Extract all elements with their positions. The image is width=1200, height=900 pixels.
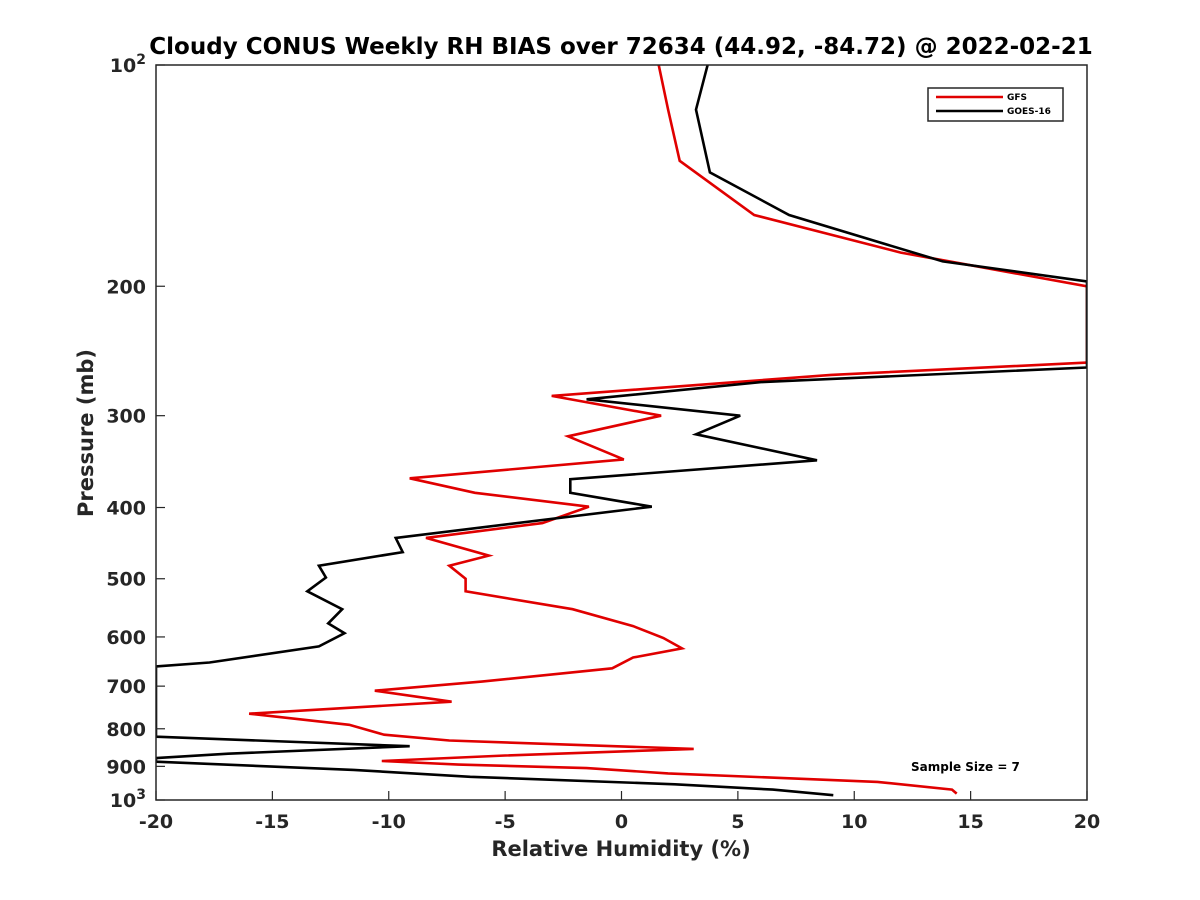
x-tick-label: 10 — [841, 811, 867, 833]
y-tick-label: 102 — [110, 52, 146, 77]
x-tick-label: 20 — [1074, 811, 1100, 833]
y-tick-label: 900 — [106, 756, 146, 778]
chart-title: Cloudy CONUS Weekly RH BIAS over 72634 (… — [149, 34, 1092, 60]
series-layer — [156, 65, 1087, 797]
x-tick-label: -20 — [139, 811, 173, 833]
x-axis-label: Relative Humidity (%) — [491, 837, 750, 861]
x-tick-label: 0 — [615, 811, 628, 833]
y-tick-label: 700 — [106, 676, 146, 698]
sample-size-annotation: Sample Size = 7 — [911, 760, 1020, 774]
legend-label-gfs: GFS — [1007, 93, 1027, 103]
y-tick-label: 103 — [110, 787, 146, 812]
y-tick-label: 400 — [106, 498, 146, 520]
x-tick-label: -10 — [372, 811, 406, 833]
y-tick-label: 800 — [106, 719, 146, 741]
x-tick-label: -15 — [255, 811, 289, 833]
legend-box — [927, 87, 1064, 122]
y-axis: 102 200 300 400 500 600 700 800 900 103 — [106, 52, 165, 812]
x-tick-label: 5 — [731, 811, 744, 833]
y-tick-label: 500 — [106, 569, 146, 591]
legend-label-goes-16: GOES-16 — [1007, 107, 1051, 117]
x-tick-label: 15 — [957, 811, 983, 833]
y-tick-label: 200 — [106, 276, 146, 298]
series-line-goes-16 — [156, 65, 1087, 797]
y-axis-label: Pressure (mb) — [74, 349, 98, 517]
series-line-gfs — [248, 65, 1087, 795]
legend: GFS GOES-16 — [927, 87, 1064, 122]
x-axis: -20 -15 -10 -5 0 5 10 15 20 — [139, 791, 1100, 833]
y-tick-label: 300 — [106, 406, 146, 428]
x-tick-label: -5 — [495, 811, 516, 833]
y-tick-label: 600 — [106, 627, 146, 649]
